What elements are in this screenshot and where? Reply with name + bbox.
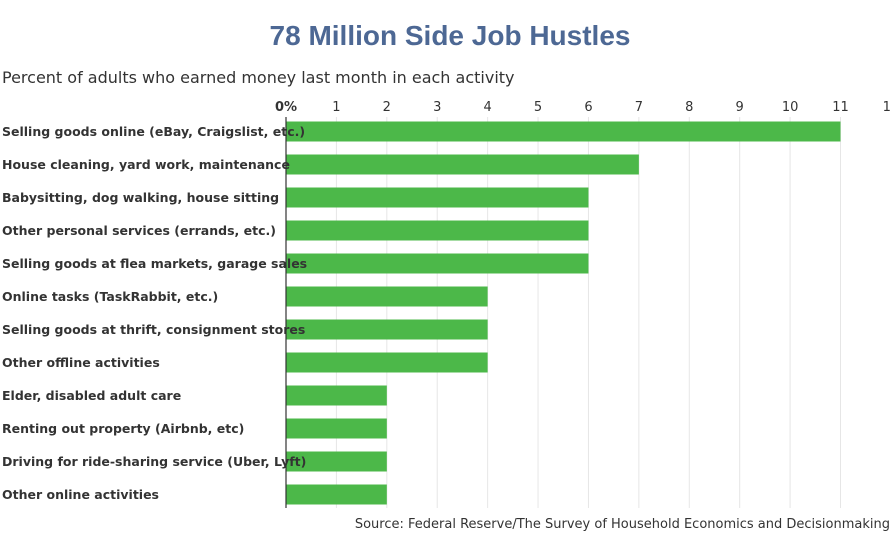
- x-tick-label: 9: [736, 100, 744, 115]
- x-tick-label: 4: [483, 100, 491, 115]
- bar: [286, 319, 488, 340]
- category-label: House cleaning, yard work, maintenance: [2, 157, 290, 172]
- bar: [286, 352, 488, 373]
- bar: [286, 253, 589, 274]
- bar: [286, 418, 387, 439]
- bars: [286, 121, 841, 505]
- x-tick-label: 12: [883, 100, 890, 115]
- bar: [286, 484, 387, 505]
- bar: [286, 286, 488, 307]
- bar: [286, 451, 387, 472]
- category-label: Elder, disabled adult care: [2, 388, 181, 403]
- category-label: Selling goods at flea markets, garage sa…: [2, 256, 307, 271]
- category-label: Other online activities: [2, 487, 159, 502]
- category-label: Other offline activities: [2, 355, 160, 370]
- chart-subtitle: Percent of adults who earned money last …: [2, 68, 515, 87]
- x-tick-label: 1: [332, 100, 340, 115]
- bar: [286, 385, 387, 406]
- gridlines: [335, 117, 841, 508]
- bar: [286, 154, 639, 175]
- bar: [286, 220, 589, 241]
- x-tick-label: 7: [635, 100, 643, 115]
- x-tick-label: 11: [832, 100, 849, 115]
- x-tick-label: 10: [782, 100, 799, 115]
- chart-title: 78 Million Side Job Hustles: [269, 20, 631, 51]
- category-label: Selling goods at thrift, consignment sto…: [2, 322, 305, 337]
- x-tick-label: 8: [685, 100, 693, 115]
- category-labels: Selling goods online (eBay, Craigslist, …: [2, 124, 307, 502]
- x-tick-label: 3: [433, 100, 441, 115]
- x-tick-label: 0%: [275, 100, 297, 115]
- bar: [286, 187, 589, 208]
- category-label: Babysitting, dog walking, house sitting: [2, 190, 279, 205]
- x-tick-label: 6: [584, 100, 592, 115]
- category-label: Driving for ride-sharing service (Uber, …: [2, 454, 306, 469]
- category-label: Selling goods online (eBay, Craigslist, …: [2, 124, 305, 139]
- x-axis-ticks: 0%123456789101112: [275, 100, 890, 115]
- x-tick-label: 2: [383, 100, 391, 115]
- category-label: Renting out property (Airbnb, etc): [2, 421, 244, 436]
- bar: [286, 121, 841, 142]
- x-tick-label: 5: [534, 100, 542, 115]
- category-label: Online tasks (TaskRabbit, etc.): [2, 289, 218, 304]
- category-label: Other personal services (errands, etc.): [2, 223, 276, 238]
- chart-source: Source: Federal Reserve/The Survey of Ho…: [354, 517, 890, 532]
